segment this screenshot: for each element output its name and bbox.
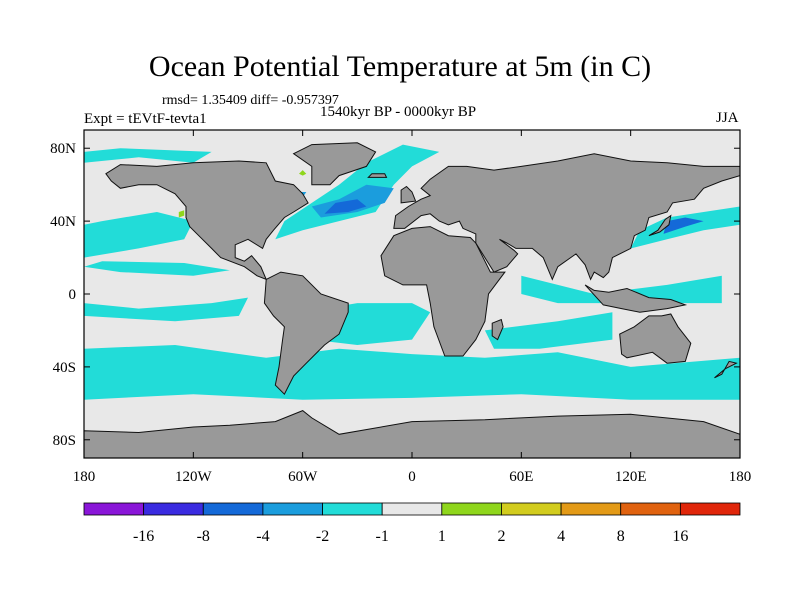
anomaly-patch [84,345,740,400]
period-label: 1540kyr BP - 0000kyr BP [320,104,477,120]
colorbar-swatch [679,502,741,516]
chart-title: Ocean Potential Temperature at 5m (in C) [148,50,652,83]
x-tick-label: 120E [615,469,647,485]
colorbar-label: 4 [557,528,565,545]
colorbar-label: -8 [197,528,210,545]
x-tick-label: 120W [175,469,213,485]
y-tick-label: 80N [50,141,76,157]
colorbar-label: 16 [672,528,688,545]
anomaly-patch [521,275,722,304]
colorbar-swatch [441,502,502,516]
y-tick-label: 0 [69,287,77,303]
colorbar-swatch [501,502,562,516]
colorbar-swatch [560,502,622,516]
y-axis: 80N 40N 0 40S 80S [50,141,740,449]
colorbar-label: -2 [316,528,329,545]
colorbar-swatch [381,502,443,516]
land-polygon [263,271,349,396]
colorbar-swatch [620,502,681,516]
land-mask [84,142,740,458]
land-polygon [714,360,738,379]
x-axis: 180 120W 60W 0 60E 120E 180 [73,130,752,485]
colorbar-swatch [83,502,145,516]
y-tick-label: 40S [53,360,76,376]
land-polygon [84,410,740,458]
land-polygon [584,284,688,313]
colorbar-label: 1 [438,528,446,545]
anomaly-patch [178,210,185,218]
land-polygon [380,226,506,357]
x-tick-label: 180 [73,469,96,485]
colorbar-label: 2 [497,528,505,545]
land-polygon [393,153,740,281]
anomaly-patch [299,170,307,176]
colorbar-swatch [262,502,323,516]
land-polygon [367,173,388,178]
colorbar-label: -1 [376,528,389,545]
colorbar-swatch [202,502,264,516]
y-tick-label: 80S [53,433,76,449]
land-polygon [619,313,692,364]
x-tick-label: 60E [509,469,533,485]
season-label: JJA [716,110,739,126]
land-polygon [292,142,377,186]
colorbar-swatch [143,502,204,516]
colorbar-label: 8 [617,528,625,545]
experiment-label: Expt = tEVtF-tevta1 [84,111,207,127]
land-polygon [491,318,504,341]
x-tick-label: 180 [729,469,752,485]
anomaly-patch [630,206,740,249]
x-tick-label: 0 [408,469,416,485]
anomaly-patch [484,312,613,349]
colorbar-label: -4 [256,528,269,545]
anomaly-patch [84,261,230,276]
anomaly-patch [84,297,248,322]
land-polygon [648,214,672,237]
anomaly-patch [84,212,194,258]
rmsd-label: rmsd= 1.35409 diff= -0.957397 [162,93,339,108]
x-tick-label: 60W [288,469,318,485]
colorbar-label: -16 [133,528,154,545]
colorbar: -16 -8 -4 -2 -1 1 2 4 8 16 [83,502,741,545]
anomaly-patch [84,148,212,163]
map-area [84,130,740,458]
land-polygon [105,160,309,281]
colorbar-swatch [322,502,383,516]
y-tick-label: 40N [50,214,76,230]
anomaly-patch [324,199,367,214]
anomaly-patch [663,217,704,234]
land-polygon [400,185,417,204]
